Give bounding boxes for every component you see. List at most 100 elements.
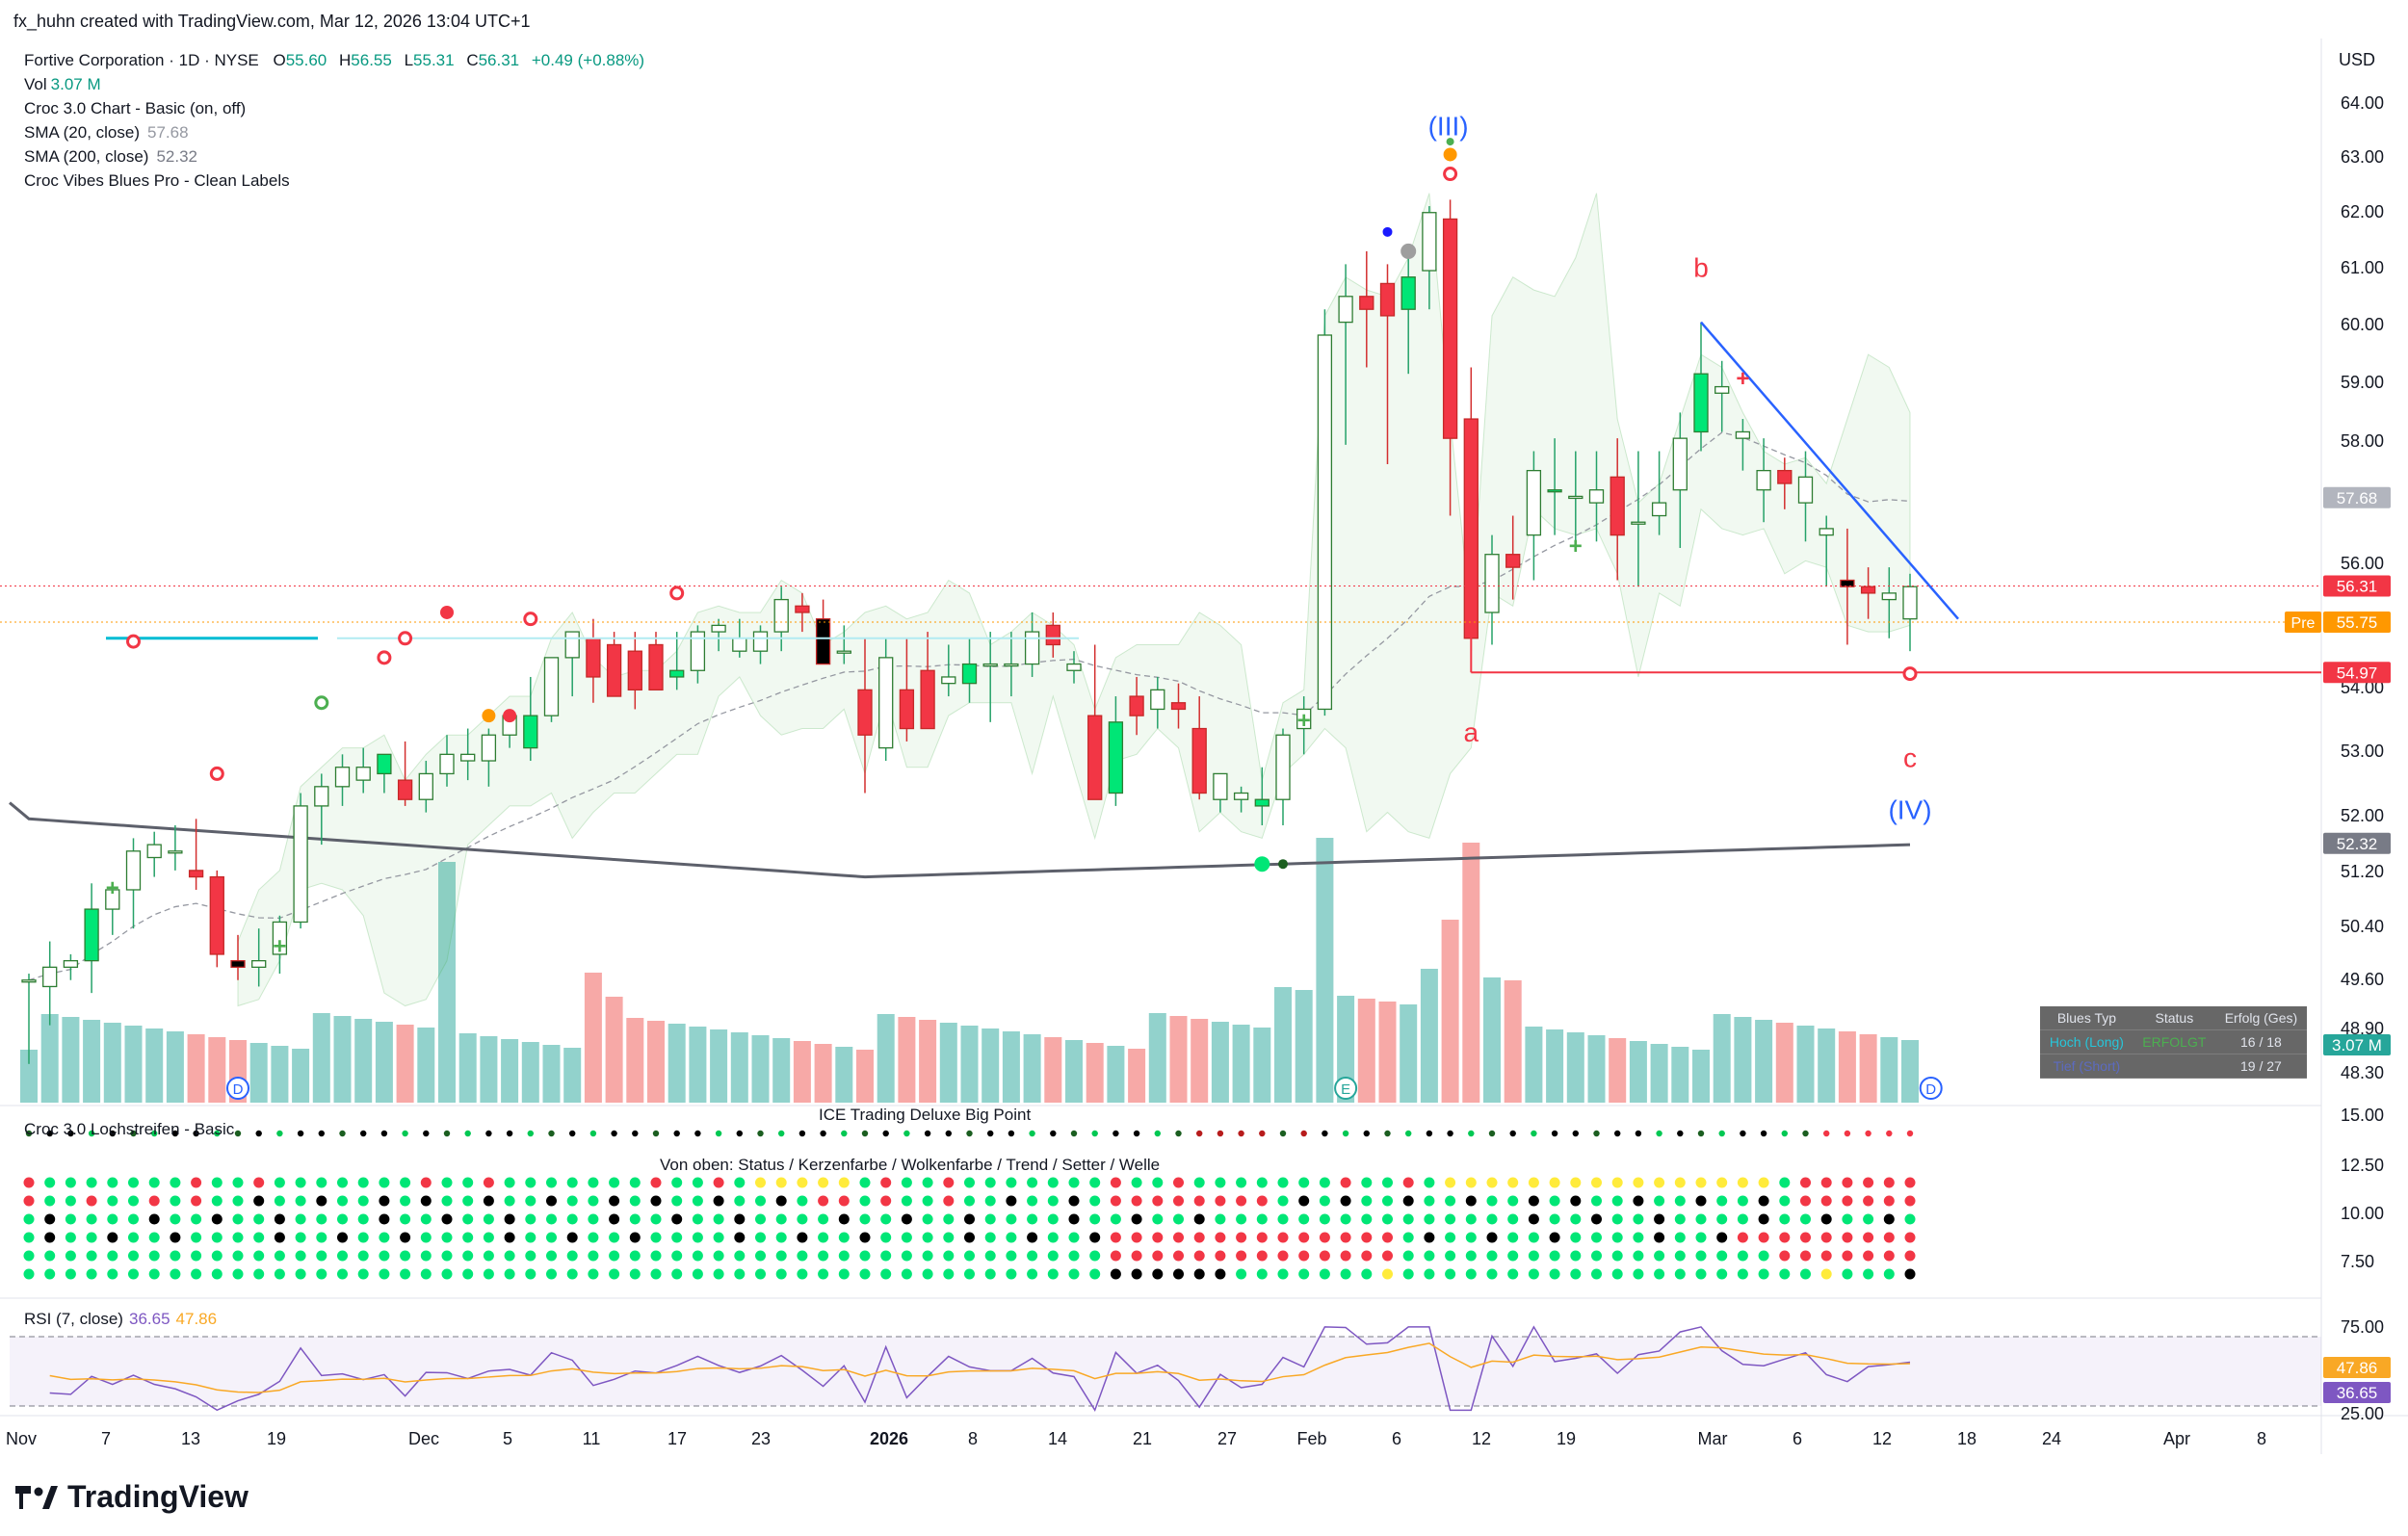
lochstreifen-dot xyxy=(504,1268,515,1280)
time-axis-label: 12 xyxy=(1472,1429,1491,1448)
legend-croc: Croc 3.0 Chart - Basic (on, off) xyxy=(24,99,247,117)
lochstreifen-dot xyxy=(713,1232,724,1243)
legend-vibes-row[interactable]: Croc Vibes Blues Pro - Clean Labels xyxy=(24,169,644,193)
lochstreifen-dot xyxy=(775,1195,787,1207)
price-tag-label: 56.31 xyxy=(2337,578,2378,596)
tradingview-logo[interactable]: TradingView xyxy=(13,1479,249,1515)
big-point-dot xyxy=(1322,1130,1328,1137)
lochstreifen-dot xyxy=(1256,1250,1268,1262)
currency-label[interactable]: USD xyxy=(2339,50,2376,69)
lochstreifen-dot xyxy=(504,1195,515,1207)
candle-body xyxy=(1087,715,1103,800)
lochstreifen-dot xyxy=(525,1268,537,1280)
stats-short-typ: Tief (Short) xyxy=(2040,1054,2133,1079)
big-point-dot xyxy=(1238,1130,1244,1137)
lochstreifen-dot xyxy=(797,1250,808,1262)
big-point-dot xyxy=(1426,1130,1433,1137)
lochstreifen-dot xyxy=(23,1195,35,1207)
lochstreifen-dot xyxy=(671,1213,683,1225)
time-axis-label: 12 xyxy=(1872,1429,1892,1448)
big-point-dot xyxy=(548,1130,555,1137)
lochstreifen-dot xyxy=(274,1268,285,1280)
legend-open-label: O xyxy=(273,51,286,69)
candle-body xyxy=(21,979,37,983)
big-point-dot xyxy=(485,1130,492,1137)
lochstreifen-dot xyxy=(1570,1177,1582,1188)
candle-body xyxy=(752,631,769,652)
lochstreifen-dot xyxy=(1674,1213,1686,1225)
price-tag-bg xyxy=(2323,575,2391,597)
candle-body xyxy=(1024,631,1040,665)
signal-cross: + xyxy=(106,875,119,901)
lochstreifen-dot xyxy=(629,1195,641,1207)
lochstreifen-dot xyxy=(1006,1232,1017,1243)
chart-frame[interactable]: 64.0063.0062.0061.0060.0059.0058.0057.00… xyxy=(0,39,2408,1464)
lochstreifen-dot xyxy=(1486,1250,1498,1262)
big-point-dot xyxy=(1551,1130,1558,1137)
legend-sma200-row[interactable]: SMA (200, close) 52.32 xyxy=(24,144,644,169)
candle-body xyxy=(1233,792,1249,800)
lochstreifen-dot xyxy=(525,1213,537,1225)
lochstreifen-dot xyxy=(379,1232,390,1243)
candle-body xyxy=(146,844,162,859)
lochstreifen-dot xyxy=(1361,1268,1373,1280)
big-point-dot xyxy=(1718,1130,1725,1137)
lochstreifen-dot xyxy=(1591,1250,1602,1262)
lochstreifen-dot xyxy=(1758,1232,1769,1243)
volume-bar xyxy=(187,1034,205,1103)
lochstreifen-dot xyxy=(1424,1195,1435,1207)
lochstreifen-dot xyxy=(128,1232,139,1243)
legend-sma20-row[interactable]: SMA (20, close) 57.68 xyxy=(24,120,644,144)
volume-bar xyxy=(1462,843,1480,1103)
legend-volume-row[interactable]: Vol 3.07 M xyxy=(24,72,644,96)
volume-bar xyxy=(605,997,623,1103)
candle-body xyxy=(355,767,371,781)
lochstreifen-dot xyxy=(1110,1177,1121,1188)
lochstreifen-dot xyxy=(441,1232,453,1243)
big-point-dot xyxy=(1447,1130,1453,1137)
volume-bar xyxy=(689,1027,707,1103)
lochstreifen-dot xyxy=(274,1213,285,1225)
lochstreifen-dot xyxy=(1173,1195,1184,1207)
legend-croc-row[interactable]: Croc 3.0 Chart - Basic (on, off) xyxy=(24,96,644,120)
candle-body xyxy=(418,772,433,800)
big-point-dot xyxy=(903,1130,910,1137)
big-point-dot xyxy=(820,1130,826,1137)
price-tag: 3.07 M xyxy=(2323,1034,2391,1055)
legend-symbol: Fortive Corporation · 1D · NYSE xyxy=(24,51,259,69)
lochstreifen-dot xyxy=(107,1232,118,1243)
price-tag-label: 57.68 xyxy=(2337,489,2378,508)
event-badge-label: E xyxy=(1341,1081,1350,1098)
lochstreifen-dot xyxy=(420,1195,432,1207)
lochstreifen-dot xyxy=(1863,1195,1874,1207)
volume-bar xyxy=(1086,1043,1104,1103)
lochstreifen-dot xyxy=(755,1232,766,1243)
lochstreifen-dot xyxy=(1445,1268,1456,1280)
time-axis-label: 18 xyxy=(1957,1429,1976,1448)
big-point-dot xyxy=(673,1130,680,1137)
lochstreifen-dot xyxy=(1507,1177,1519,1188)
volume-bar xyxy=(1504,980,1522,1103)
volume-bar xyxy=(62,1017,80,1103)
chart-canvas[interactable]: 64.0063.0062.0061.0060.0059.0058.0057.00… xyxy=(0,39,2408,1464)
price-axis-label: 50.40 xyxy=(2341,917,2384,936)
candle-body xyxy=(857,689,873,736)
lochstreifen-dot xyxy=(880,1213,892,1225)
lochstreifen-dot xyxy=(232,1250,244,1262)
lochstreifen-dot xyxy=(1758,1268,1769,1280)
volume-bar xyxy=(1859,1034,1877,1103)
candle-body xyxy=(1379,282,1396,317)
big-point-dot xyxy=(715,1130,722,1137)
lochstreifen-dot xyxy=(462,1213,474,1225)
lochstreifen-dot xyxy=(859,1177,871,1188)
lochstreifen-dot xyxy=(1820,1232,1832,1243)
lochstreifen-dot xyxy=(588,1250,599,1262)
lochstreifen-dot xyxy=(337,1232,348,1243)
rsi-legend[interactable]: RSI (7, close) 36.65 47.86 xyxy=(24,1310,217,1329)
stats-short-status xyxy=(2133,1054,2215,1079)
lochstreifen-dot xyxy=(1758,1213,1769,1225)
big-point-dot xyxy=(423,1130,430,1137)
lochstreifen-dot xyxy=(1654,1232,1665,1243)
candle-body xyxy=(397,779,413,800)
lochstreifen-dot xyxy=(1006,1268,1017,1280)
